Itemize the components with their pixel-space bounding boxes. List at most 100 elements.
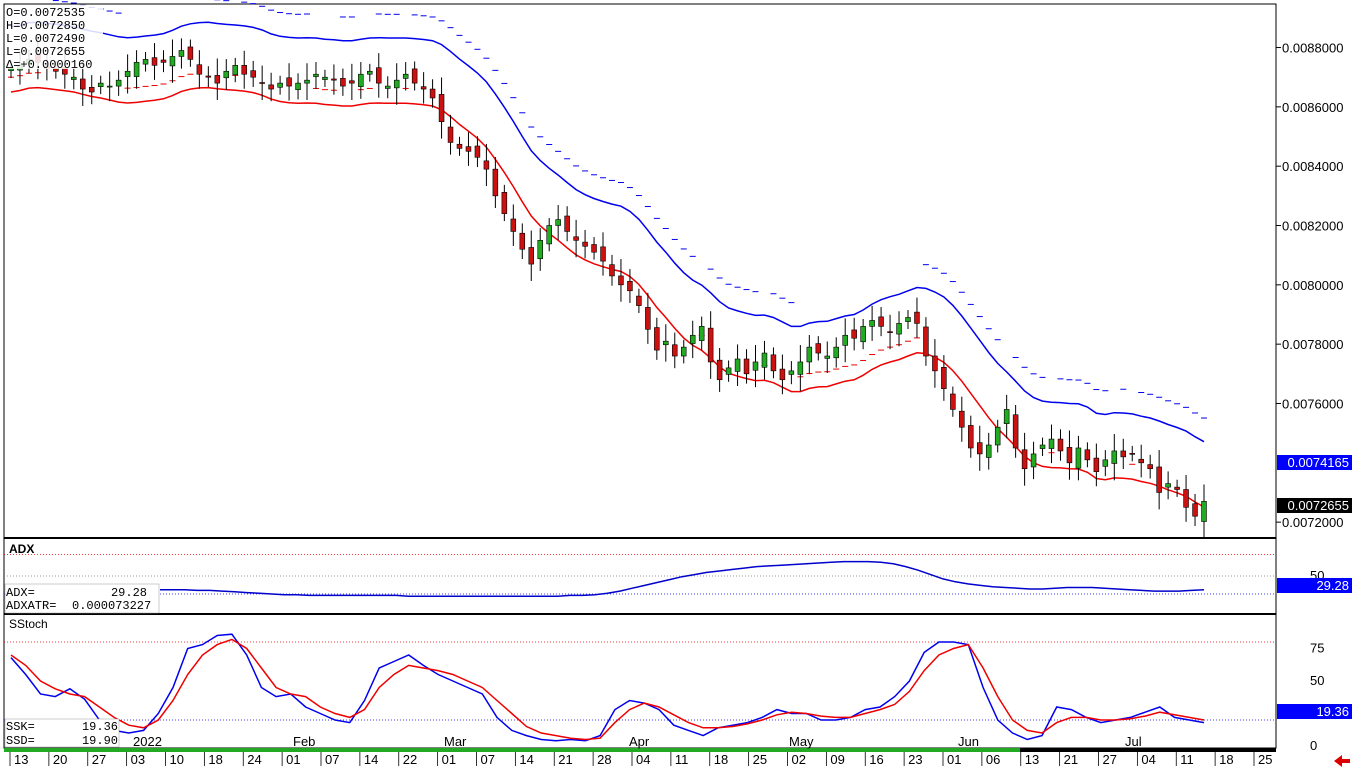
candle-body — [501, 191, 508, 214]
candle-body — [250, 70, 256, 78]
date-axis-day-label: 28 — [597, 752, 611, 767]
candle — [268, 72, 274, 102]
candle — [447, 114, 454, 155]
candle — [106, 71, 113, 102]
candle-body — [1084, 449, 1091, 461]
candle — [1057, 429, 1064, 461]
adx-panel[interactable] — [4, 554, 1276, 597]
candle-body — [905, 317, 911, 322]
candle — [1102, 450, 1109, 477]
candle — [358, 62, 364, 99]
candle — [322, 69, 328, 87]
candle-body — [402, 73, 409, 79]
candle — [286, 63, 292, 101]
candle-body — [815, 343, 822, 354]
date-axis-bar — [4, 748, 1276, 752]
candle — [1021, 432, 1028, 486]
stoch-panel[interactable] — [4, 633, 1276, 742]
ssk-value: 19.36 — [82, 720, 118, 734]
candle — [510, 204, 517, 246]
candle-body — [627, 280, 633, 292]
candle — [1138, 444, 1144, 478]
date-axis-month-label: Mar — [444, 734, 467, 749]
candle-body — [645, 307, 651, 330]
candle — [474, 136, 481, 168]
candle-body — [994, 426, 1001, 446]
date-axis-day-label: 16 — [869, 752, 883, 767]
upper-band-line — [10, 21, 1205, 443]
candle-body — [1174, 486, 1180, 490]
candle — [618, 259, 624, 302]
candle-body — [358, 73, 364, 87]
candle — [645, 292, 651, 344]
adxatr-readout-value: 0.000073227 — [72, 599, 151, 613]
candle — [438, 77, 445, 139]
candle-body — [950, 393, 956, 410]
ssk-label: SSK= — [6, 720, 35, 734]
candle — [770, 347, 777, 379]
candle-body — [600, 246, 606, 262]
candle — [941, 355, 947, 401]
date-axis-day-label: 04 — [1141, 752, 1155, 767]
candle — [142, 51, 149, 72]
candle-body — [169, 56, 176, 67]
candle — [815, 336, 822, 361]
candle — [734, 344, 741, 386]
adx-readout-label: ADX= — [6, 586, 35, 600]
price-axis-label: 0.0078000 — [1282, 337, 1343, 352]
candle-body — [124, 70, 131, 77]
candle — [609, 254, 615, 286]
candle-body — [1102, 459, 1109, 467]
price-axis-label: 0.0086000 — [1282, 100, 1343, 115]
stoch-readout-box: SSK= 19.36 SSD= 19.90 — [4, 718, 120, 748]
candle — [959, 396, 965, 442]
candle-body — [1120, 450, 1127, 458]
candle-body — [734, 358, 741, 372]
ssd-value: 19.90 — [82, 734, 118, 748]
candle — [205, 66, 212, 87]
candle — [1111, 434, 1118, 481]
candle — [932, 339, 938, 388]
candle — [259, 65, 265, 101]
candle-body — [896, 323, 902, 335]
candle — [160, 50, 167, 73]
date-axis-day-label: 11 — [675, 752, 689, 767]
date-axis[interactable]: 13 20 27 03 10 18 24 01 07 14 22 01 07 14 21 28 04 11 18 25… — [4, 734, 1276, 767]
candle — [1120, 438, 1127, 470]
candle — [465, 132, 472, 166]
candle-body — [80, 78, 86, 90]
price-axis-label: 0.0080000 — [1282, 278, 1343, 293]
candle — [1156, 450, 1162, 510]
candle — [250, 60, 256, 87]
price-axis-label: 0.0076000 — [1282, 396, 1343, 411]
adx-line — [160, 560, 1205, 597]
date-axis-day-label: 25 — [753, 752, 767, 767]
candle — [896, 311, 902, 347]
candle-body — [1021, 449, 1028, 470]
candle — [340, 68, 346, 96]
candle-body — [618, 275, 624, 286]
candle-body — [465, 146, 472, 152]
candle-body — [1192, 503, 1198, 517]
candle — [1129, 445, 1135, 462]
candle-body — [340, 78, 346, 87]
candle — [528, 230, 535, 281]
stoch-current-value: 19.36 — [1316, 704, 1349, 719]
upper-band-value-box: 0.0074165 — [1277, 455, 1352, 470]
date-axis-day-label: 01 — [286, 752, 300, 767]
scroll-left-arrow-icon[interactable] — [1334, 755, 1350, 767]
price-panel[interactable] — [8, 0, 1207, 539]
candle-body — [689, 334, 696, 344]
candle — [851, 317, 857, 351]
candle-body — [591, 244, 597, 253]
candle — [1030, 441, 1037, 480]
candle-body — [968, 425, 974, 449]
candle — [151, 43, 158, 80]
candle-body — [286, 77, 292, 87]
candle — [1066, 430, 1073, 480]
candle — [456, 136, 463, 156]
candle-body — [106, 85, 113, 88]
candle — [797, 345, 804, 392]
candle-body — [259, 82, 265, 84]
candle-body — [1039, 444, 1046, 449]
